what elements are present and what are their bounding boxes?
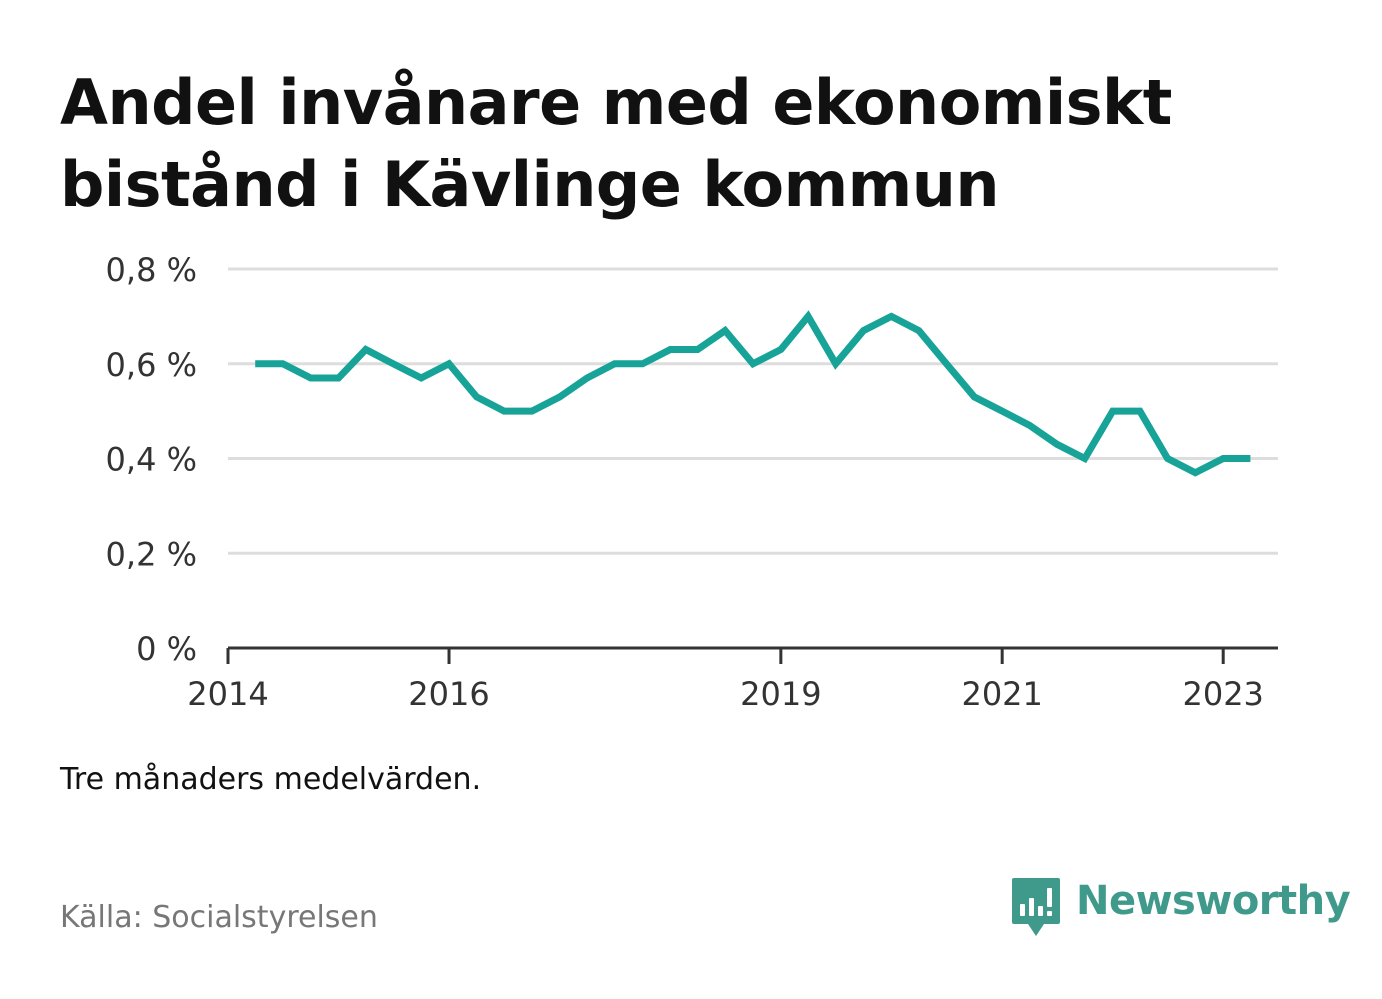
series-line [255,310,1251,477]
brand-name: Newsworthy [1076,878,1351,924]
y-tick-label: 0,8 % [106,251,197,289]
y-tick-label: 0 % [136,630,197,668]
y-tick-label: 0,4 % [106,441,197,479]
chart-title-line-1: Andel invånare med ekonomiskt [60,66,1172,139]
source-credit: Källa: Socialstyrelsen [60,900,378,935]
x-tick-label: 2014 [187,675,268,713]
series-layer [255,310,1251,477]
chart-title: Andel invånare med ekonomiskt bistånd i … [60,62,1320,226]
x-tick-label: 2019 [740,675,821,713]
y-tick-label: 0,6 % [106,346,197,384]
brand-logo: Newsworthy [1010,876,1351,946]
chart-title-line-2: bistånd i Kävlinge kommun [60,148,1000,221]
line-chart: 0 % 0,2 % 0,4 % 0,6 % 0,8 % 2014 2016 2019 2021… [106,251,1278,713]
x-tick-label: 2023 [1182,675,1263,713]
x-tick-label: 2021 [961,675,1042,713]
chart-note: Tre månaders medelvärden. [60,762,482,797]
x-tick-label: 2016 [408,675,489,713]
newsworthy-logo-icon [1012,878,1060,936]
y-tick-label: 0,2 % [106,535,197,573]
x-axis: 2014 2016 2019 2021 2023 [187,646,1278,713]
y-axis-labels: 0 % 0,2 % 0,4 % 0,6 % 0,8 % [106,251,197,668]
